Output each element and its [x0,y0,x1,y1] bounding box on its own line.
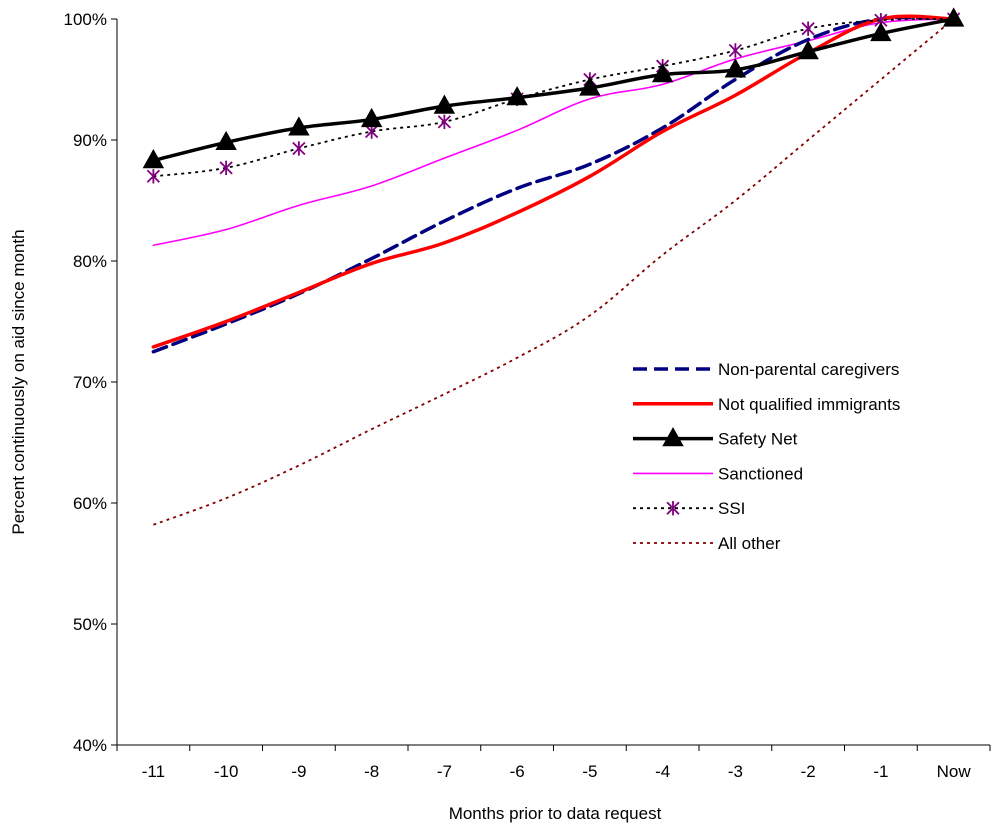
legend-item-ssi: SSI [633,499,745,518]
x-tick-label: -4 [655,762,670,781]
series-sanctioned [152,18,955,247]
legend-label: Safety Net [718,430,798,449]
data-point-triangle [360,107,383,128]
y-tick-label: 50% [73,615,107,634]
y-tick-label: 80% [73,252,107,271]
x-tick-label: -2 [801,762,816,781]
legend: Non-parental caregivers Not qualified imm… [633,360,900,553]
legend-marker-triangle [662,427,684,447]
legend-label: Not qualified immigrants [718,395,900,414]
legend-item-safety-net: Safety Net [633,427,798,449]
data-point-asterisk [728,43,743,58]
data-point-asterisk [801,21,815,36]
x-tick-label: -1 [873,762,888,781]
y-tick-label: 90% [73,131,107,150]
data-point-triangle [288,116,310,136]
legend-label: Sanctioned [718,464,803,483]
y-axis-title: Percent continuously on aid since month [9,229,28,534]
x-tick-label: -10 [214,762,239,781]
legend-item-not-qualified-immigrants: Not qualified immigrants [633,395,900,414]
y-tick-label: 40% [73,736,107,755]
legend-item-all-other: All other [633,534,781,553]
legend-item-sanctioned: Sanctioned [633,464,803,483]
series-line-ssi [153,18,954,178]
data-point-asterisk [292,141,306,156]
y-tick-label: 60% [73,494,107,513]
data-point-asterisk [437,114,452,130]
data-point-triangle [142,149,165,169]
legend-marker-asterisk [666,501,680,516]
data-point-triangle [797,40,819,60]
data-point-triangle [651,63,674,83]
axes: 40% 50% 60% 70% 80% 90% 100% -11 -10 -9 -8 -7 -6 -5 -4… [64,10,991,781]
x-tick-label: Now [937,762,972,781]
x-axis-title: Months prior to data request [449,804,662,823]
x-tick-label: -3 [728,762,743,781]
legend-label: SSI [718,499,745,518]
data-point-asterisk [219,160,233,176]
series-line-safety-net [151,17,956,163]
y-tick-label: 70% [73,373,107,392]
data-point-triangle [870,21,892,42]
series-line-not-qualified-immigrants [151,14,956,349]
x-tick-label: -8 [364,762,379,781]
data-point-triangle [724,58,747,78]
data-point-triangle [579,76,601,96]
data-point-triangle [506,86,528,106]
data-point-triangle [215,130,237,151]
data-point-asterisk [146,169,161,184]
series-line-sanctioned [152,18,955,247]
series-line-all-other [153,18,955,526]
legend-label: All other [718,534,781,553]
series-safety-net [142,7,965,169]
x-tick-label: -9 [291,762,306,781]
y-tick-label: 100% [64,10,107,29]
series-not-qualified-immigrants [151,14,956,349]
x-tick-label: -5 [582,762,597,781]
x-tick-label: -6 [510,762,525,781]
series-all-other [153,18,955,526]
legend-label: Non-parental caregivers [718,360,899,379]
data-point-triangle [942,7,965,27]
series-layer [142,7,965,526]
legend-item-non-parental-caregivers: Non-parental caregivers [633,360,899,379]
data-point-triangle [433,94,456,114]
x-tick-label: -7 [437,762,452,781]
x-tick-label: -11 [142,762,165,781]
